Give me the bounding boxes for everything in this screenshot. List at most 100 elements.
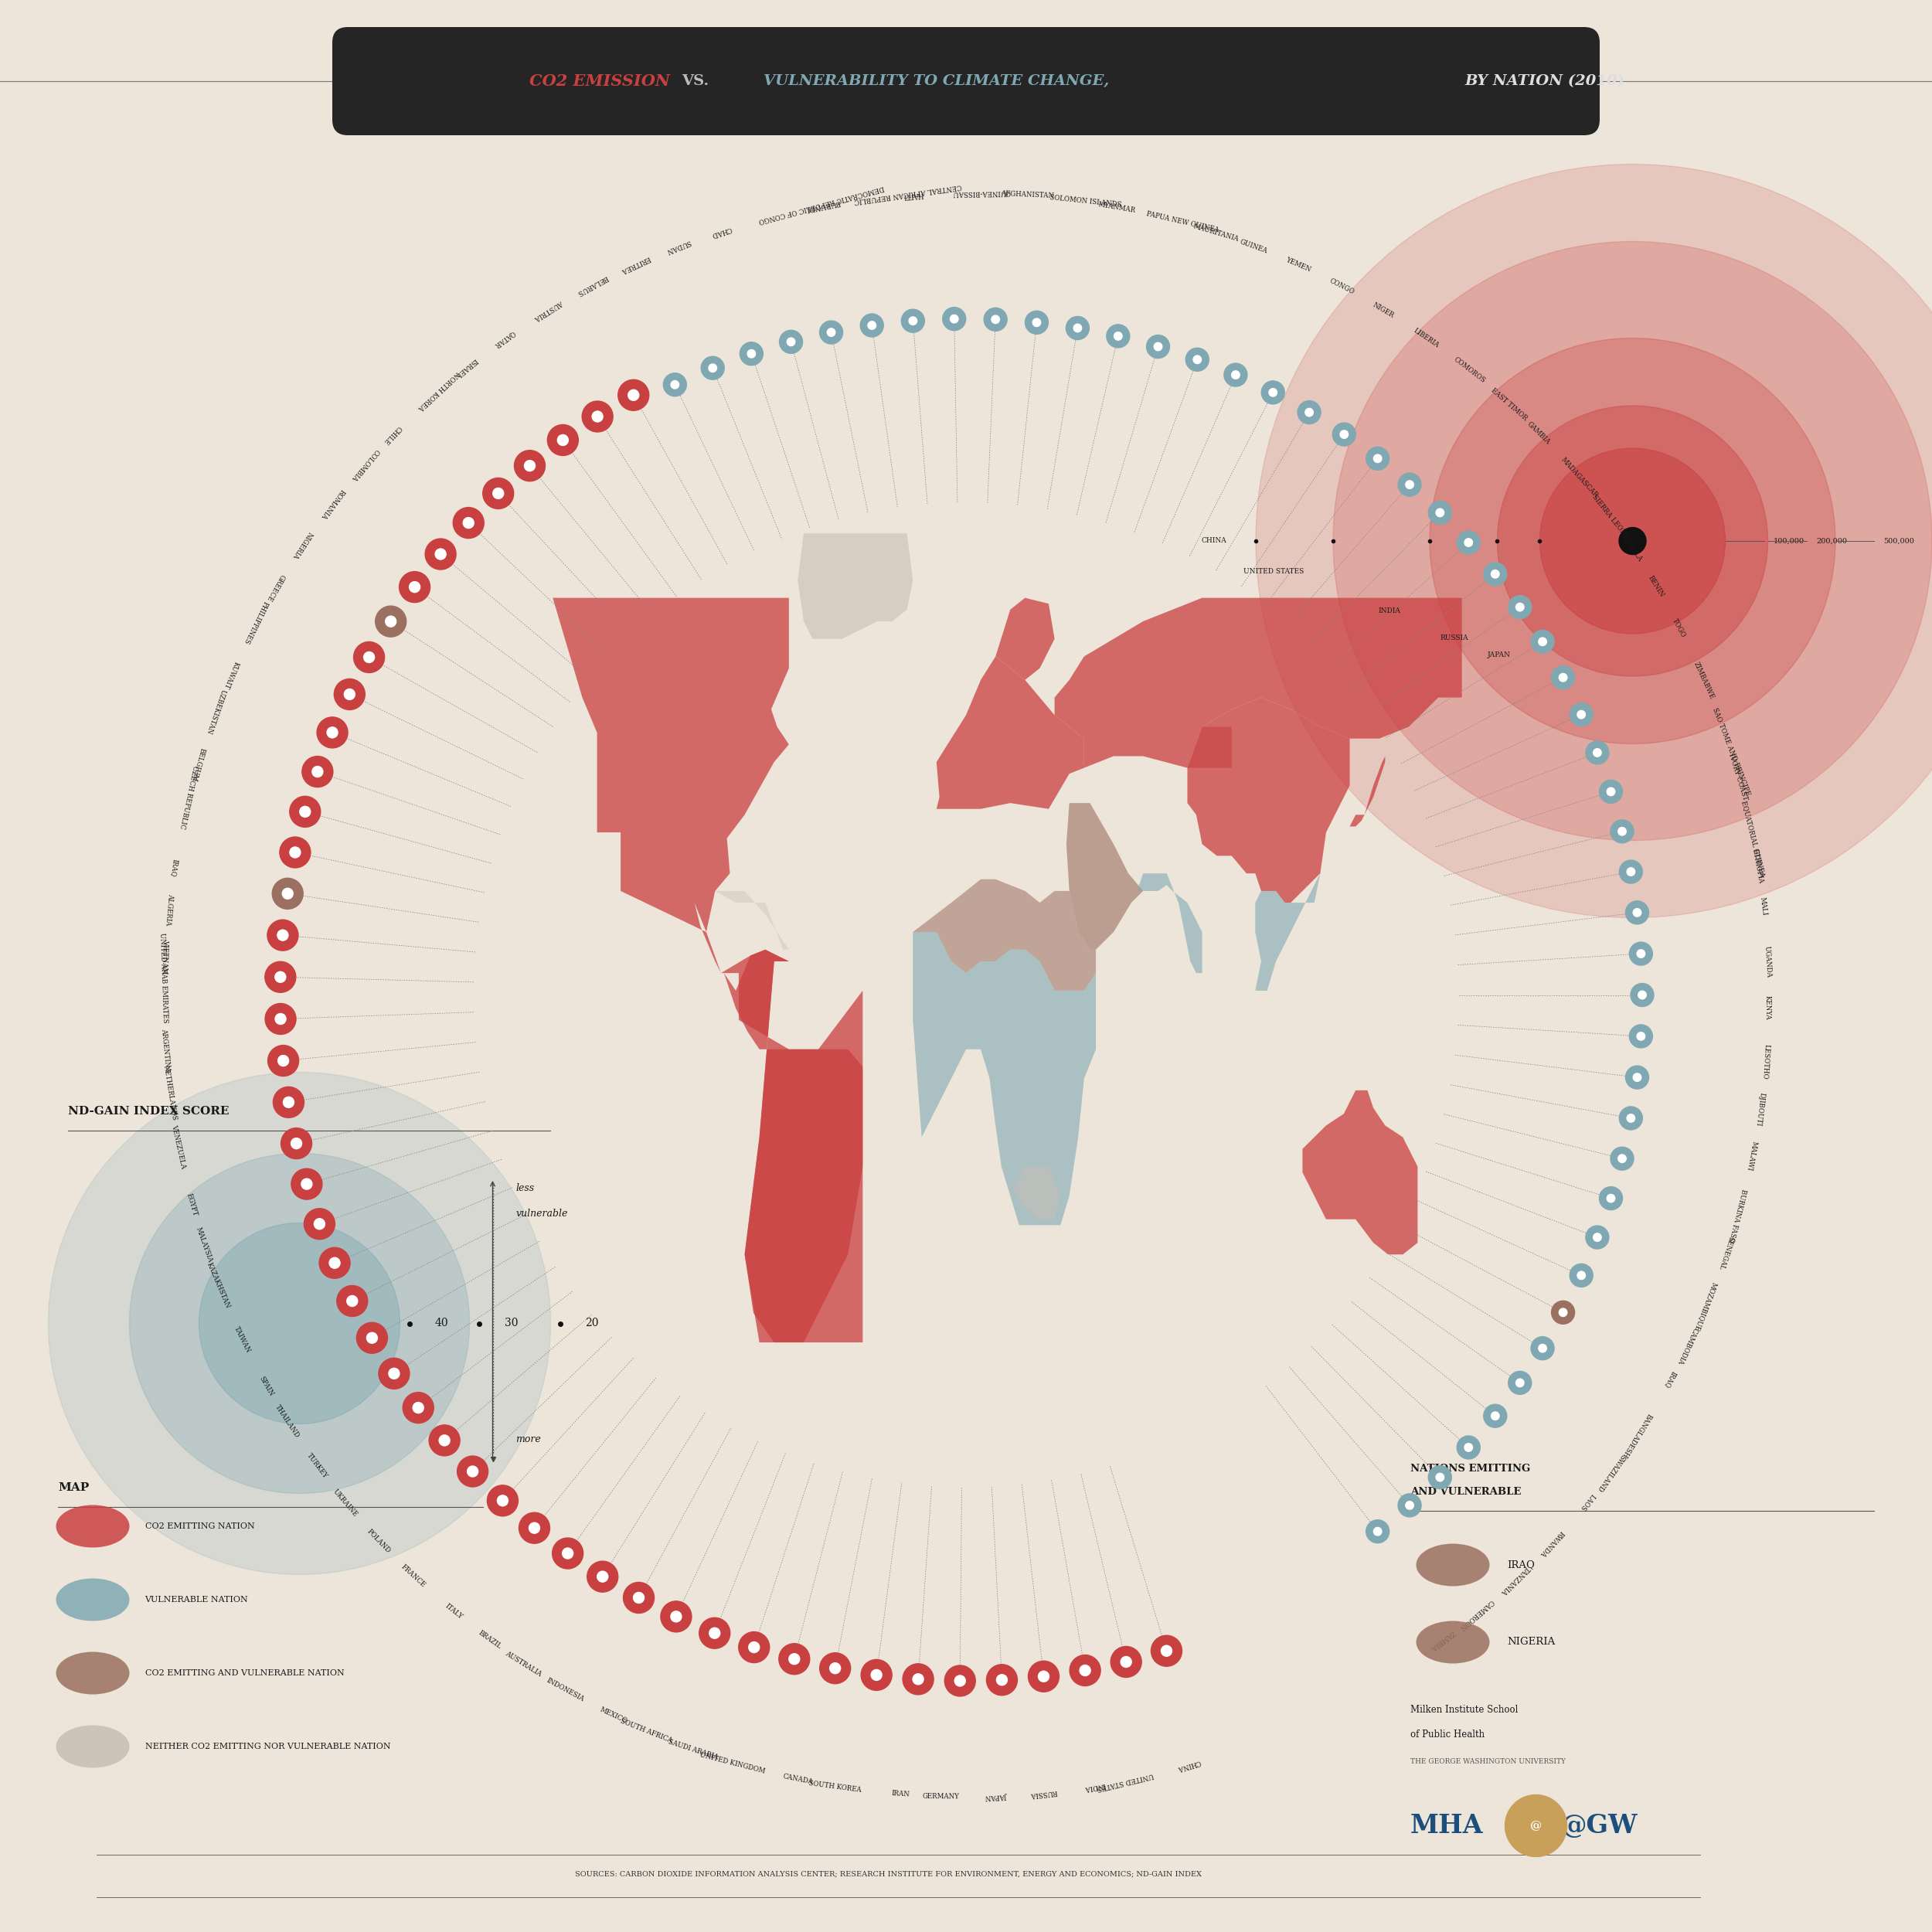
Text: more: more [516, 1434, 541, 1445]
Text: VENEZUELA: VENEZUELA [170, 1124, 187, 1169]
Circle shape [464, 518, 473, 527]
Circle shape [282, 889, 294, 898]
Text: INDIA: INDIA [1378, 607, 1401, 614]
Circle shape [748, 1642, 759, 1652]
Circle shape [819, 321, 842, 344]
Circle shape [1492, 570, 1499, 578]
Polygon shape [1138, 873, 1202, 974]
Circle shape [265, 1003, 296, 1034]
Text: LIBERIA: LIBERIA [1412, 327, 1441, 350]
Circle shape [452, 508, 483, 539]
Text: DJIBOUTI: DJIBOUTI [1754, 1092, 1766, 1126]
Text: UKRAINE: UKRAINE [332, 1488, 359, 1519]
Text: LESOTHO: LESOTHO [1760, 1043, 1770, 1080]
Circle shape [313, 767, 323, 777]
Text: CHINA: CHINA [1177, 1758, 1202, 1772]
Text: CONGO: CONGO [1329, 278, 1356, 296]
Circle shape [1070, 1656, 1101, 1687]
Circle shape [740, 342, 763, 365]
Circle shape [1333, 423, 1356, 446]
Circle shape [819, 1652, 850, 1683]
Circle shape [862, 1660, 893, 1690]
Text: NATIONS EMITTING: NATIONS EMITTING [1410, 1463, 1530, 1474]
Circle shape [1633, 908, 1640, 916]
Circle shape [1607, 1194, 1615, 1202]
Circle shape [1631, 983, 1654, 1007]
Circle shape [912, 1673, 923, 1685]
Text: RUSSIA: RUSSIA [1030, 1789, 1057, 1799]
Circle shape [1633, 1074, 1640, 1082]
Circle shape [1540, 448, 1725, 634]
Text: BELGIUM: BELGIUM [189, 746, 207, 782]
Polygon shape [914, 879, 1095, 991]
Circle shape [269, 1045, 299, 1076]
Polygon shape [914, 931, 1095, 1225]
Text: CO2 EMISSION: CO2 EMISSION [529, 73, 670, 89]
Circle shape [1366, 1520, 1389, 1544]
Circle shape [1256, 164, 1932, 918]
Text: SAO TOME AND PRINCIPE: SAO TOME AND PRINCIPE [1712, 707, 1750, 796]
Circle shape [1074, 325, 1082, 332]
Circle shape [1530, 1337, 1553, 1360]
Text: 30: 30 [504, 1318, 518, 1329]
Text: SIERRA LEONE: SIERRA LEONE [1590, 495, 1631, 541]
Text: VIETNAM: VIETNAM [160, 939, 168, 974]
Text: MOZAMBIQUE: MOZAMBIQUE [1692, 1281, 1718, 1331]
Text: AUSTRIA: AUSTRIA [533, 299, 564, 323]
Text: ROMANIA: ROMANIA [319, 487, 346, 520]
Text: IVORY COAST: IVORY COAST [1727, 753, 1748, 802]
Circle shape [1517, 1379, 1524, 1387]
Circle shape [1161, 1646, 1173, 1656]
Text: ISRAEL: ISRAEL [454, 357, 479, 379]
Ellipse shape [56, 1652, 129, 1694]
Circle shape [908, 317, 918, 325]
Circle shape [827, 328, 835, 336]
Text: ND-GAIN INDEX SCORE: ND-GAIN INDEX SCORE [68, 1105, 228, 1117]
Text: CHINA: CHINA [1202, 537, 1227, 545]
Text: HAITI: HAITI [902, 191, 923, 199]
Circle shape [628, 390, 639, 400]
Text: UZBEKISTAN: UZBEKISTAN [205, 688, 226, 734]
Text: CO2 EMITTING NATION: CO2 EMITTING NATION [145, 1522, 255, 1530]
Polygon shape [1350, 755, 1385, 827]
Circle shape [487, 1486, 518, 1517]
Text: CANADA: CANADA [782, 1774, 813, 1785]
Circle shape [1107, 325, 1130, 348]
Text: SWAZILAND: SWAZILAND [1596, 1453, 1625, 1493]
Text: TAIWAN: TAIWAN [232, 1325, 251, 1354]
Text: NORTH KOREA: NORTH KOREA [417, 369, 460, 412]
Text: ZIMBABWE: ZIMBABWE [1692, 661, 1716, 701]
Circle shape [299, 806, 311, 817]
Circle shape [1457, 531, 1480, 554]
Circle shape [1032, 319, 1041, 327]
Circle shape [357, 1321, 388, 1352]
Circle shape [514, 450, 545, 481]
Circle shape [315, 1219, 325, 1229]
Circle shape [1629, 1024, 1652, 1047]
Circle shape [997, 1675, 1007, 1685]
Circle shape [779, 1644, 810, 1675]
Circle shape [290, 796, 321, 827]
Text: BELARUS: BELARUS [576, 274, 609, 298]
Circle shape [1194, 355, 1202, 363]
Circle shape [1611, 1148, 1634, 1171]
Circle shape [1306, 408, 1314, 417]
Text: VULNERABLE NATION: VULNERABLE NATION [145, 1596, 247, 1604]
Circle shape [346, 1296, 357, 1306]
Text: BURKINA FASO: BURKINA FASO [1727, 1188, 1747, 1242]
Text: UNITED ARAB EMIRATES: UNITED ARAB EMIRATES [158, 933, 168, 1024]
Circle shape [1111, 1646, 1142, 1677]
Text: of Public Health: of Public Health [1410, 1729, 1484, 1741]
Circle shape [363, 651, 375, 663]
Polygon shape [1302, 1090, 1418, 1254]
Text: 200,000: 200,000 [1816, 537, 1847, 545]
Ellipse shape [56, 1505, 129, 1548]
Circle shape [1607, 788, 1615, 796]
Circle shape [1430, 338, 1835, 744]
Circle shape [336, 1285, 367, 1316]
Text: TURKEY: TURKEY [305, 1451, 328, 1480]
Circle shape [591, 412, 603, 421]
Circle shape [129, 1153, 469, 1493]
Text: MALAYSIA: MALAYSIA [195, 1227, 214, 1264]
Circle shape [1428, 1466, 1451, 1490]
